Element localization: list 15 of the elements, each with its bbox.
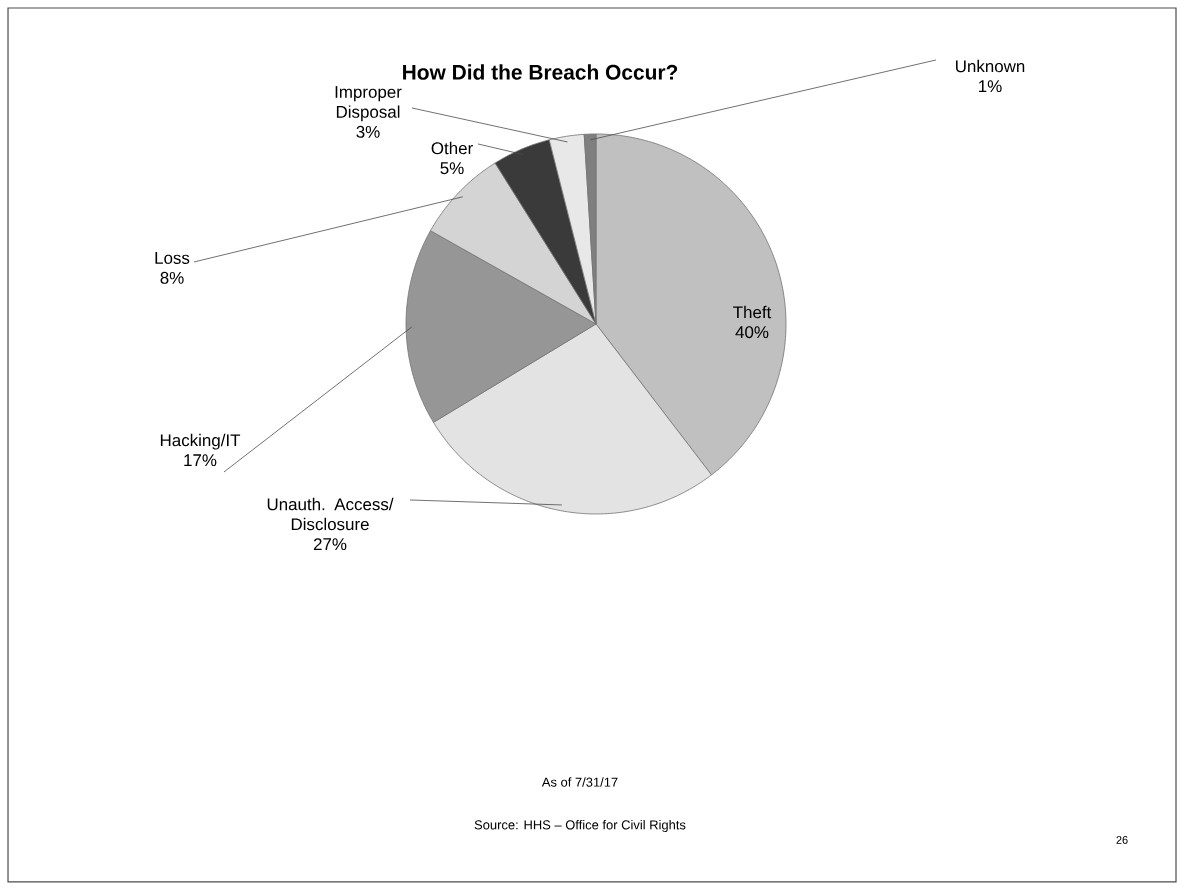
slice-label: Unknown xyxy=(956,59,1025,73)
slice-label: Unauth. Access/ Disclosure xyxy=(267,497,394,531)
data-label: 40% xyxy=(735,326,769,339)
slice-label: Loss xyxy=(155,252,190,264)
slice-label: Other xyxy=(431,141,473,155)
slice-label: Hacking/IT xyxy=(160,433,241,450)
chart-title: How Did the Breach Occur? xyxy=(403,64,678,80)
data-label: 8% xyxy=(160,271,184,284)
slice-label: Improper Disposal xyxy=(335,86,402,122)
data-label: 1% xyxy=(979,80,1002,93)
data-label: 5% xyxy=(440,162,464,175)
data-label: 27% xyxy=(313,538,347,551)
data-label: 17% xyxy=(184,454,217,467)
data-label: 3% xyxy=(356,125,380,138)
slice-label: Theft xyxy=(733,305,772,319)
